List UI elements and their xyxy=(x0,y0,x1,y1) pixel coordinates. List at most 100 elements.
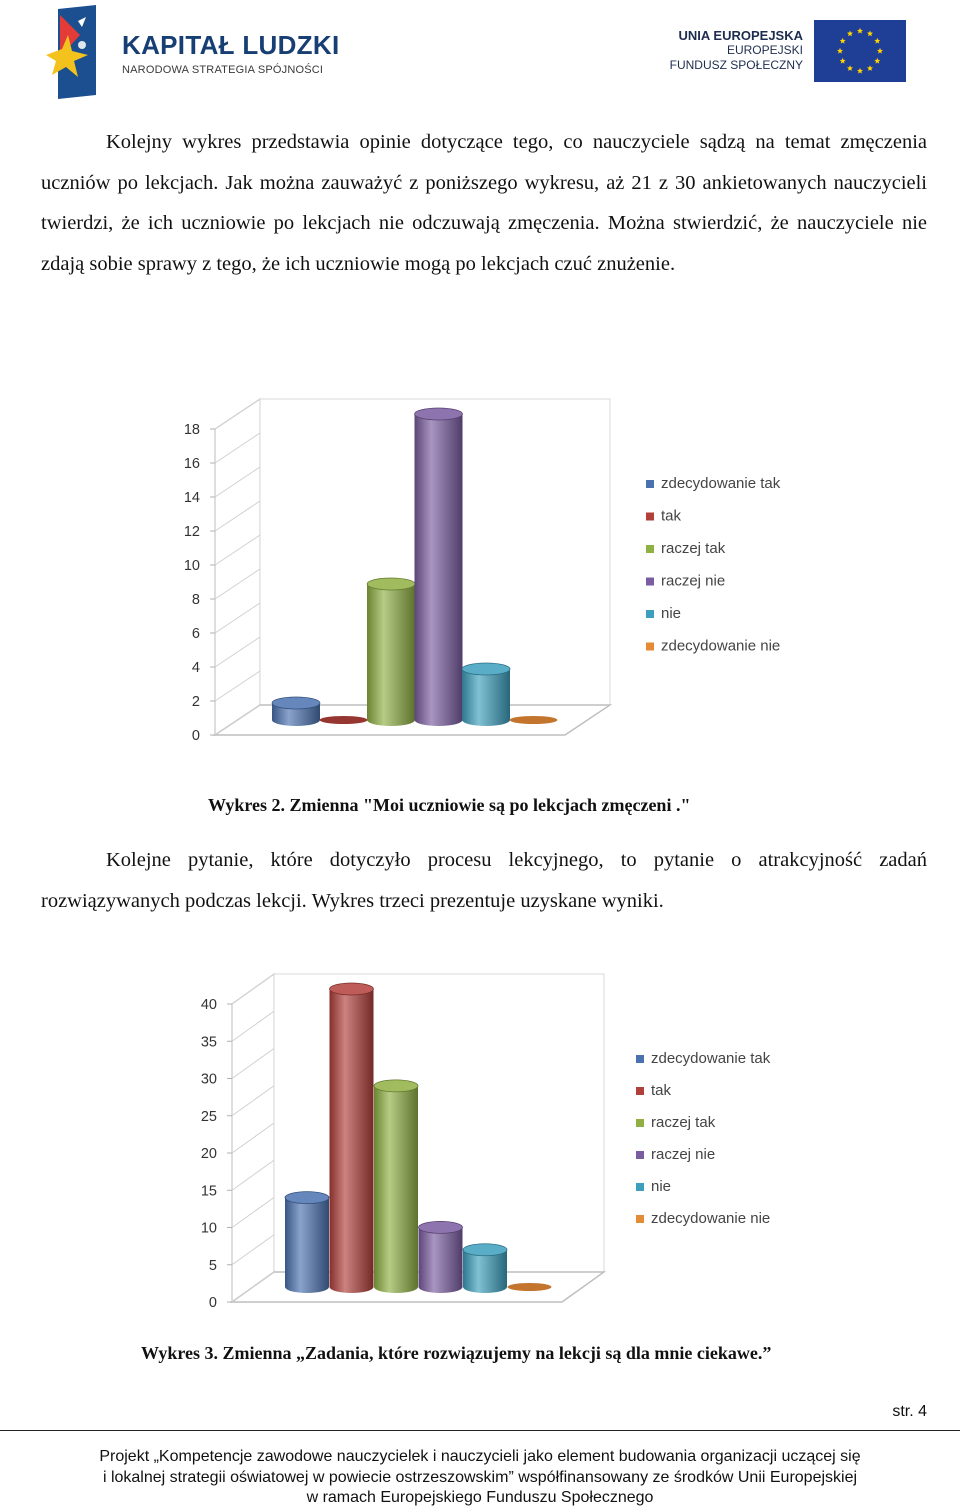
y-tick-depth xyxy=(231,1048,275,1079)
y-tick-label: 10 xyxy=(201,1221,217,1237)
y-tick-depth xyxy=(214,636,261,668)
y-tick-depth xyxy=(231,973,275,1005)
legend-swatch xyxy=(636,1151,644,1159)
legend-swatch xyxy=(646,480,654,488)
eu-star xyxy=(874,57,881,64)
eu-star xyxy=(846,30,854,37)
footer-line-1: Projekt „Kompetencje zawodowe nauczyciel… xyxy=(99,1448,861,1465)
legend-swatch xyxy=(646,642,654,651)
legend-swatch xyxy=(646,577,654,586)
legend-label: raczej tak xyxy=(651,1114,716,1131)
y-tick-depth xyxy=(214,568,261,600)
bar-top xyxy=(284,1191,330,1205)
y-tick-label: 15 xyxy=(201,1183,217,1199)
kapital-ludzki-title: KAPITAŁ LUDZKI xyxy=(122,30,340,60)
y-tick-label: 30 xyxy=(201,1072,217,1088)
bar-top xyxy=(271,696,321,710)
eu-star xyxy=(876,47,884,54)
bar-top xyxy=(418,1220,463,1234)
legend-swatch xyxy=(646,512,654,521)
bar-top xyxy=(461,662,511,676)
legend-label: raczej nie xyxy=(651,1146,715,1163)
bar xyxy=(507,1283,552,1291)
legend-label: nie xyxy=(651,1178,671,1195)
y-tick-label: 10 xyxy=(184,558,200,574)
y-tick-label: 16 xyxy=(184,456,200,472)
legend-label: tak xyxy=(651,1082,672,1099)
bar-top xyxy=(366,577,416,591)
y-tick-depth xyxy=(214,466,261,498)
bar-top xyxy=(414,407,463,421)
chart-3-svg: 0 5 10 15 20 25 30 35 40 zdecydowanie tak tak racze… xyxy=(201,972,771,1311)
legend-label: zdecydowanie tak xyxy=(651,1050,771,1067)
eu-star xyxy=(846,65,854,71)
bar xyxy=(509,716,558,724)
legend-swatch xyxy=(646,610,654,618)
bar xyxy=(463,1249,507,1293)
bar-top xyxy=(462,1243,508,1257)
legend-label: tak xyxy=(661,508,682,525)
bar xyxy=(319,716,368,724)
eu-star xyxy=(839,57,846,64)
legend-label: zdecydowanie tak xyxy=(661,475,781,492)
y-tick-label: 5 xyxy=(209,1258,217,1274)
page-number: str. 4 xyxy=(892,1403,927,1420)
y-tick-depth xyxy=(231,1010,275,1042)
footer-divider xyxy=(0,1430,960,1431)
y-tick-label: 6 xyxy=(192,626,200,642)
eu-flag-icon xyxy=(814,20,906,82)
y-tick-depth xyxy=(231,1159,275,1191)
y-tick-label: 20 xyxy=(201,1146,217,1162)
eu-line-2: EUROPEJSKI xyxy=(726,43,803,57)
eu-star xyxy=(856,27,864,34)
bar-top xyxy=(373,1079,419,1093)
chart-2: 0 2 4 6 8 10 12 14 16 18 zdecydowanie tak tak raczej… xyxy=(0,380,960,780)
eu-line-1: UNIA EUROPEJSKA xyxy=(678,28,803,43)
eu-star xyxy=(866,65,874,71)
y-tick-depth xyxy=(231,1271,275,1303)
footer-line-2: i lokalnej strategii oświatowej w powiec… xyxy=(102,1468,858,1486)
bar-top xyxy=(329,982,374,996)
eu-star xyxy=(856,67,864,74)
bar xyxy=(272,703,320,726)
y-tick-depth xyxy=(214,398,261,430)
paragraph-1: Kolejny wykres przedstawia opinie dotycz… xyxy=(41,131,927,275)
eu-text-block: UNIA EUROPEJSKA EUROPEJSKI FUNDUSZ SPOŁE… xyxy=(670,28,803,73)
legend-swatch xyxy=(636,1055,644,1063)
legend-label: zdecydowanie nie xyxy=(661,638,780,655)
legend-label: zdecydowanie nie xyxy=(651,1210,770,1227)
legend-label: raczej tak xyxy=(661,540,726,557)
page-footer: Projekt „Kompetencje zawodowe nauczyciel… xyxy=(0,1447,960,1509)
eu-star xyxy=(839,37,846,44)
eu-star xyxy=(866,30,874,37)
y-tick-label: 0 xyxy=(209,1295,217,1311)
legend-swatch xyxy=(636,1087,644,1095)
legend-swatch xyxy=(636,1119,644,1127)
bar xyxy=(329,989,374,1293)
chart-2-caption: Wykres 2. Zmienna "Moi uczniowie są po l… xyxy=(208,795,691,815)
y-tick-label: 2 xyxy=(192,694,200,710)
y-tick-depth xyxy=(231,1234,275,1266)
y-tick-depth xyxy=(214,500,261,532)
legend-label: nie xyxy=(661,605,681,622)
kapital-ludzki-logo-icon xyxy=(46,5,96,99)
kapital-ludzki-subtitle: NARODOWA STRATEGIA SPÓJNOŚCI xyxy=(122,64,324,76)
bar xyxy=(418,1227,463,1293)
y-tick-depth xyxy=(214,602,261,634)
y-tick-depth xyxy=(214,534,261,566)
legend-label: raczej nie xyxy=(661,573,725,590)
y-tick-depth xyxy=(214,432,261,464)
y-tick-depth xyxy=(214,704,261,736)
y-tick-depth xyxy=(231,1197,275,1228)
y-tick-label: 14 xyxy=(184,490,200,506)
y-tick-depth xyxy=(214,670,261,702)
legend-swatch xyxy=(636,1183,644,1191)
chart-2-svg: 0 2 4 6 8 10 12 14 16 18 zdecydowanie tak tak raczej… xyxy=(184,397,781,744)
eu-line-3: FUNDUSZ SPOŁECZNY xyxy=(669,58,803,72)
chart-side-wall xyxy=(214,397,261,737)
y-tick-label: 4 xyxy=(192,660,200,676)
bar xyxy=(367,584,415,726)
bar xyxy=(285,1197,329,1293)
legend-swatch xyxy=(636,1215,644,1223)
y-tick-label: 25 xyxy=(201,1109,217,1125)
